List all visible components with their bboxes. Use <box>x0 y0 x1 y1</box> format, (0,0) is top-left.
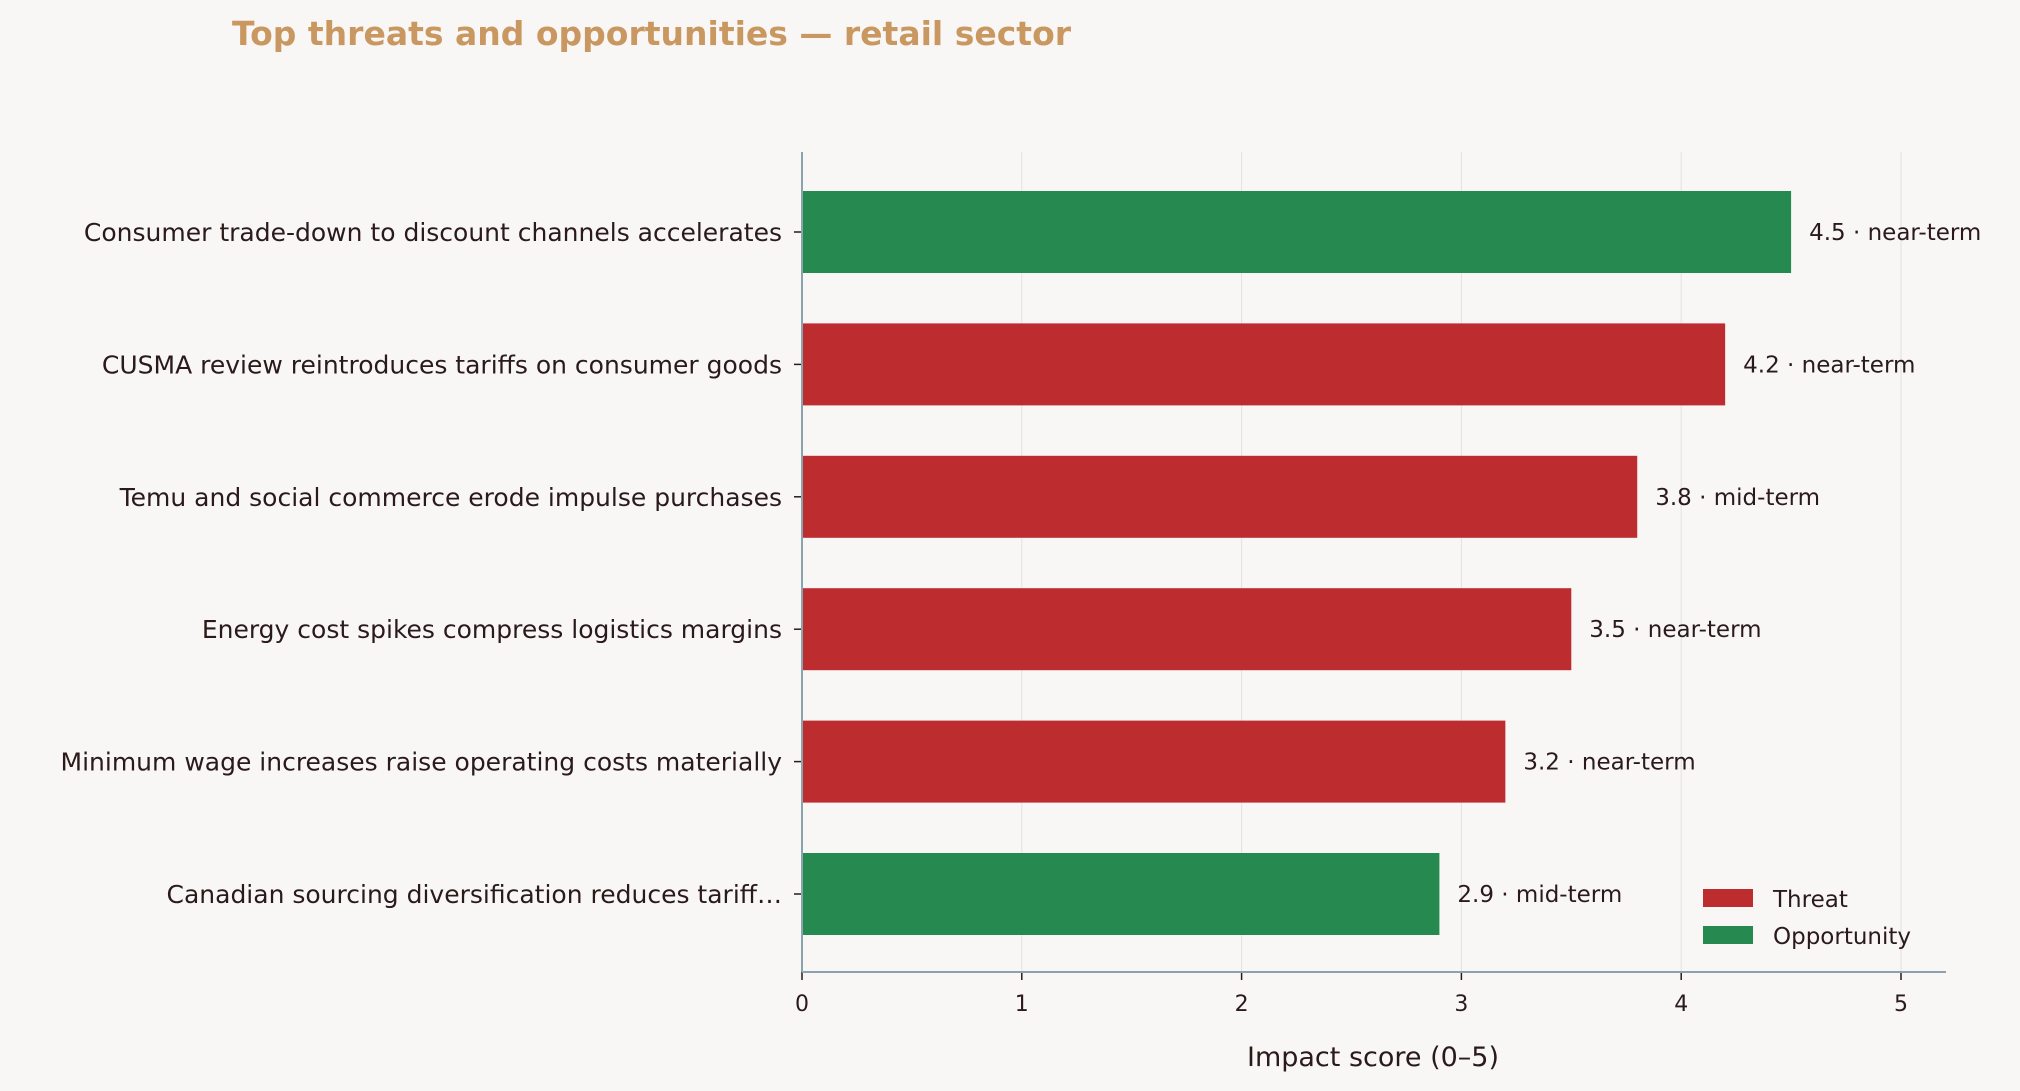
labels: 0 1 2 3 4 5 Consumer trade-down to discount ch… <box>61 218 1982 1017</box>
bar-threat <box>802 323 1726 406</box>
bar-threat <box>802 588 1572 671</box>
x-tick-label: 5 <box>1894 992 1908 1017</box>
category-label: Minimum wage increases raise operating c… <box>61 748 783 777</box>
legend-label: Opportunity <box>1773 924 1911 950</box>
legend-swatch-opportunity <box>1703 926 1753 944</box>
x-tick-label: 1 <box>1015 992 1029 1017</box>
bar-opportunity <box>802 191 1792 273</box>
category-label: Energy cost spikes compress logistics ma… <box>202 615 782 644</box>
axes <box>794 152 1946 980</box>
grid-lines <box>1021 152 1902 972</box>
bar-opportunity <box>802 853 1440 935</box>
x-axis-label: Impact score (0–5) <box>1247 1042 1499 1073</box>
legend: Threat Opportunity <box>1703 887 1911 950</box>
data-label: 3.8 · mid-term <box>1655 485 1820 511</box>
bar-threat <box>802 455 1638 538</box>
data-label: 4.5 · near-term <box>1809 220 1981 246</box>
x-tick-label: 0 <box>795 992 809 1017</box>
category-label: Temu and social commerce erode impulse p… <box>119 483 782 512</box>
x-tick-label: 2 <box>1235 992 1249 1017</box>
bars <box>802 191 1792 935</box>
x-tick-label: 3 <box>1454 992 1468 1017</box>
x-tick-label: 4 <box>1674 992 1688 1017</box>
data-label: 4.2 · near-term <box>1743 352 1915 378</box>
category-label: Canadian sourcing diversification reduce… <box>167 880 783 909</box>
category-label: Consumer trade-down to discount channels… <box>84 218 782 247</box>
data-label: 3.5 · near-term <box>1589 617 1761 643</box>
data-label: 3.2 · near-term <box>1523 750 1695 776</box>
category-label: CUSMA review reintroduces tariffs on con… <box>102 350 782 379</box>
data-label: 2.9 · mid-term <box>1457 882 1622 908</box>
legend-label: Threat <box>1772 887 1848 913</box>
bar-threat <box>802 720 1506 803</box>
chart-title: Top threats and opportunities — retail s… <box>232 14 1072 53</box>
legend-swatch-threat <box>1703 889 1753 907</box>
